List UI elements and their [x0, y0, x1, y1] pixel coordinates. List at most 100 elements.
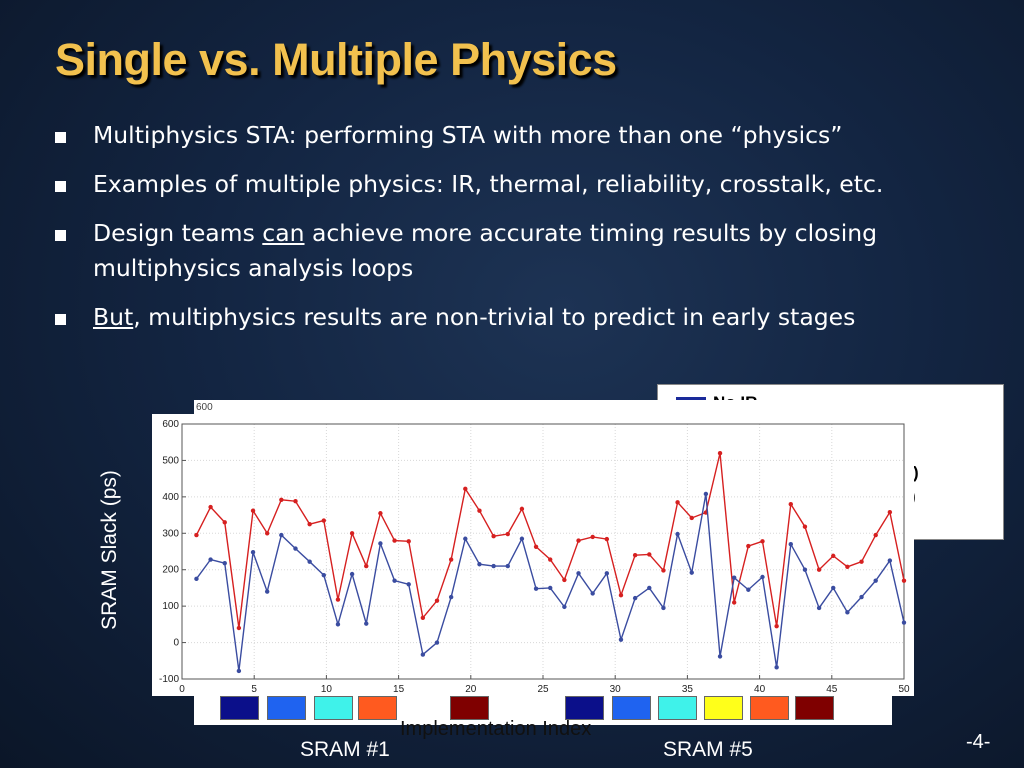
data-point-red: [420, 615, 426, 620]
y-tick-label: 300: [162, 528, 179, 539]
data-point-red: [618, 593, 624, 598]
data-point-blue: [675, 531, 680, 537]
data-point-red: [250, 508, 256, 513]
bullet-text: Examples of multiple physics: IR, therma…: [93, 170, 884, 198]
color-swatch: [658, 696, 697, 720]
data-point-blue: [873, 578, 878, 583]
data-point-red: [816, 567, 822, 572]
data-point-red: [576, 538, 581, 543]
data-point-blue: [590, 591, 595, 596]
data-point-blue: [279, 532, 284, 538]
data-point-red: [392, 538, 397, 543]
data-point-red: [448, 557, 454, 562]
data-point-blue: [632, 595, 638, 601]
x-tick-label: 45: [826, 684, 838, 695]
legend-fragment: ): [913, 463, 919, 482]
color-swatch: [267, 696, 306, 720]
data-point-red: [463, 486, 468, 492]
data-point-blue: [250, 550, 256, 555]
color-swatch: [565, 696, 604, 720]
bullet-text-underlined: can: [262, 219, 305, 247]
data-point-red: [349, 531, 355, 536]
data-point-red: [845, 564, 850, 569]
y-tick-label: 200: [162, 565, 179, 576]
data-point-red: [901, 578, 907, 583]
x-tick-label: 10: [321, 684, 333, 695]
slack-line-chart: 0 5 10 15 20 25 30 35 40 45 50-1000100200300400500…: [159, 419, 910, 695]
data-point-blue: [562, 604, 567, 610]
bullet-text-underlined: But: [93, 303, 134, 331]
data-point-blue: [831, 585, 836, 591]
data-point-red: [647, 552, 652, 557]
data-point-blue: [519, 536, 525, 541]
bullet-text: Multiphysics STA: performing STA with mo…: [93, 121, 843, 149]
data-point-blue: [901, 620, 907, 625]
data-point-blue: [576, 571, 581, 576]
sram1-label: SRAM #1: [300, 738, 390, 761]
bullet-text-pre: Design teams: [93, 219, 263, 247]
slide-title: Single vs. Multiple Physics: [55, 34, 617, 85]
data-point-blue: [689, 570, 694, 575]
data-point-red: [887, 509, 893, 515]
x-tick-label: 30: [610, 684, 622, 695]
data-point-blue: [505, 563, 510, 569]
bullet-square-icon: [55, 230, 66, 241]
color-swatch: [314, 696, 353, 720]
data-point-red: [378, 511, 383, 516]
data-point-blue: [378, 541, 383, 546]
data-point-blue: [533, 586, 539, 591]
data-point-red: [731, 600, 737, 605]
bullet-square-icon: [55, 132, 66, 143]
data-point-blue: [194, 576, 199, 582]
data-point-red: [208, 504, 213, 510]
data-point-blue: [463, 536, 468, 541]
color-swatch: [220, 696, 259, 720]
y-tick-label: 0: [173, 638, 179, 649]
y-tick-label: 500: [162, 455, 179, 466]
data-point-red: [491, 534, 496, 539]
data-point-blue: [717, 654, 723, 659]
data-point-blue: [222, 560, 227, 566]
data-point-blue: [420, 652, 426, 657]
data-point-red: [788, 501, 793, 507]
data-point-blue: [746, 587, 751, 592]
data-point-blue: [349, 571, 355, 577]
data-point-red: [335, 597, 341, 602]
data-point-red: [802, 524, 808, 529]
bullet-square-icon: [55, 314, 66, 325]
data-point-blue: [887, 558, 893, 563]
bullet-item: Multiphysics STA: performing STA with mo…: [55, 118, 1005, 153]
data-point-blue: [774, 665, 779, 670]
data-point-red: [364, 563, 369, 569]
back-panel-tick-label: 600: [196, 402, 213, 413]
data-point-red: [548, 557, 553, 562]
data-point-blue: [788, 542, 793, 547]
series-line-red: [195, 452, 905, 629]
data-point-red: [293, 499, 298, 504]
x-tick-label: 25: [537, 684, 549, 695]
data-point-blue: [859, 594, 864, 600]
data-point-blue: [448, 594, 454, 600]
data-point-blue: [293, 546, 298, 551]
series-line-blue: [195, 493, 905, 672]
data-point-blue: [208, 557, 213, 562]
plot-area: 0 5 10 15 20 25 30 35 40 45 50 -100 0 100 200 300 400 500…: [152, 414, 914, 696]
data-point-red: [519, 506, 525, 512]
color-swatch: [750, 696, 789, 720]
data-point-blue: [434, 640, 440, 645]
data-point-red: [689, 515, 694, 521]
sram5-label: SRAM #5: [663, 738, 753, 761]
color-swatch: [358, 696, 397, 720]
data-point-blue: [335, 622, 341, 627]
data-point-red: [760, 539, 765, 544]
x-tick-label: 0: [179, 684, 185, 695]
x-tick-label: 5: [251, 684, 257, 695]
data-point-blue: [845, 610, 850, 615]
x-tick-label: 35: [682, 684, 694, 695]
data-point-red: [222, 520, 227, 525]
data-point-red: [746, 543, 751, 549]
x-tick-label: 20: [465, 684, 477, 695]
data-point-red: [406, 539, 411, 544]
data-point-red: [774, 623, 779, 629]
data-point-blue: [604, 571, 610, 576]
